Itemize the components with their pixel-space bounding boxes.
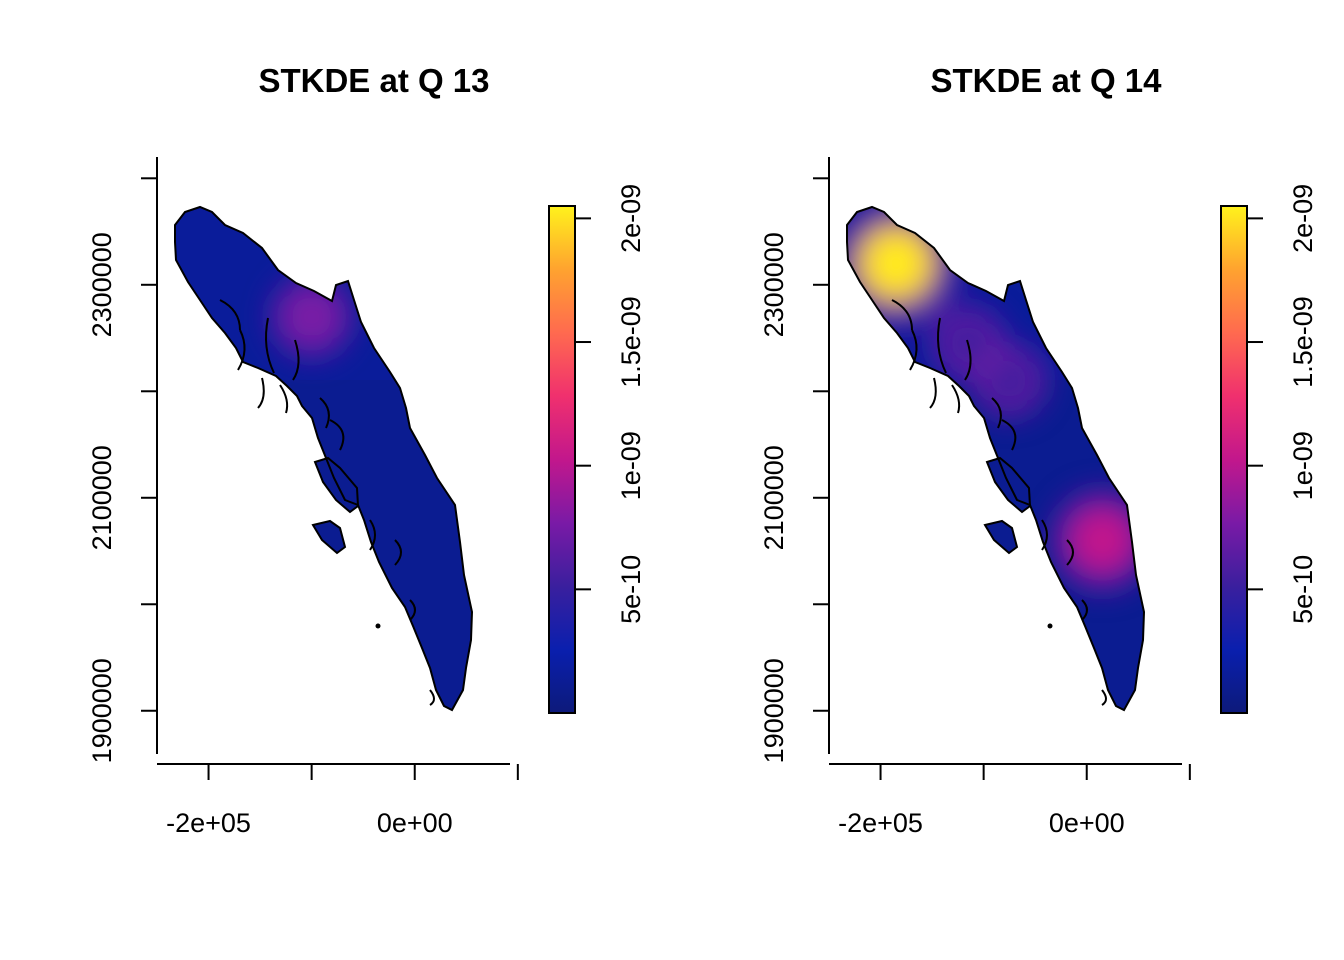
coastline-inlet bbox=[265, 317, 275, 374]
small-island-outline bbox=[983, 519, 1019, 555]
coastline-inlet bbox=[991, 397, 1002, 429]
coastline-inlet bbox=[964, 339, 972, 381]
coastline-inlet bbox=[279, 384, 289, 414]
coastline-inlet bbox=[292, 339, 300, 381]
hotspot-core bbox=[1070, 508, 1135, 573]
x-tick-label: -2e+05 bbox=[838, 808, 923, 838]
island-outline bbox=[846, 205, 1146, 712]
coastline-inlet bbox=[257, 377, 265, 409]
colorbar-tick-label: 2e-09 bbox=[616, 184, 646, 253]
y-tick-label: 2300000 bbox=[759, 232, 789, 337]
coastline-inlet bbox=[1101, 689, 1107, 706]
coastline-inlet bbox=[429, 689, 435, 706]
colorbar bbox=[548, 205, 576, 714]
coastline-inlet bbox=[951, 384, 961, 414]
colorbar-tick-label: 1.5e-09 bbox=[1288, 296, 1318, 388]
coastline-inlet bbox=[1066, 539, 1074, 566]
colorbar-tick-label: 1e-09 bbox=[1288, 431, 1318, 500]
coastline-inlet bbox=[394, 539, 402, 566]
colorbar-tick-label: 1e-09 bbox=[616, 431, 646, 500]
y-tick-label: 2100000 bbox=[87, 445, 117, 550]
tiny-island bbox=[1047, 623, 1053, 629]
y-tick-label: 1900000 bbox=[759, 658, 789, 763]
coastline-inlet bbox=[929, 377, 937, 409]
chart-panel-2: STKDE at Q 14 -2e+05 0e+00 1900000 2100000 23… bbox=[759, 62, 1318, 838]
colorbar-tick-label: 2e-09 bbox=[1288, 184, 1318, 253]
density-shade bbox=[175, 380, 472, 710]
chart-title: STKDE at Q 13 bbox=[258, 62, 489, 99]
coastline-inlet bbox=[891, 299, 913, 331]
density-raster bbox=[847, 207, 1144, 710]
chart-title: STKDE at Q 14 bbox=[930, 62, 1162, 99]
hotspot-peak bbox=[875, 243, 917, 284]
small-island-outline bbox=[313, 456, 360, 514]
coastline-inlet bbox=[219, 299, 241, 331]
colorbar bbox=[1220, 205, 1248, 714]
x-tick-label: -2e+05 bbox=[166, 808, 251, 838]
coastline-inlet bbox=[237, 329, 246, 371]
coastline-inlet bbox=[369, 519, 376, 551]
coastline-inlet bbox=[1081, 599, 1088, 621]
y-tick-label: 1900000 bbox=[87, 658, 117, 763]
chart-panel-1: STKDE at Q 13 -2e+05 0e+00 1900000 2100000 23… bbox=[87, 62, 646, 838]
x-tick-label: 0e+00 bbox=[1049, 808, 1125, 838]
tiny-island bbox=[375, 623, 381, 629]
y-tick-label: 2300000 bbox=[87, 232, 117, 337]
coastline-inlet bbox=[1041, 519, 1048, 551]
coastline-inlet bbox=[329, 419, 345, 451]
island-outline bbox=[174, 205, 474, 712]
coastline-inlet bbox=[1001, 419, 1017, 451]
small-island-outline bbox=[985, 456, 1032, 514]
hotspot-core bbox=[986, 357, 1033, 404]
small-island-outline bbox=[311, 519, 347, 555]
coastline-inlet bbox=[319, 397, 330, 429]
y-tick-label: 2100000 bbox=[759, 445, 789, 550]
hotspot-core bbox=[286, 291, 338, 343]
density-raster bbox=[175, 207, 472, 710]
colorbar-tick-label: 1.5e-09 bbox=[616, 296, 646, 388]
coastline-inlet bbox=[409, 599, 416, 621]
x-tick-label: 0e+00 bbox=[377, 808, 453, 838]
colorbar-tick-label: 5e-10 bbox=[616, 555, 646, 624]
coastline-inlet bbox=[937, 317, 947, 374]
colorbar-tick-label: 5e-10 bbox=[1288, 555, 1318, 624]
coastline-inlet bbox=[909, 329, 918, 371]
density-hotspots bbox=[271, 276, 353, 358]
